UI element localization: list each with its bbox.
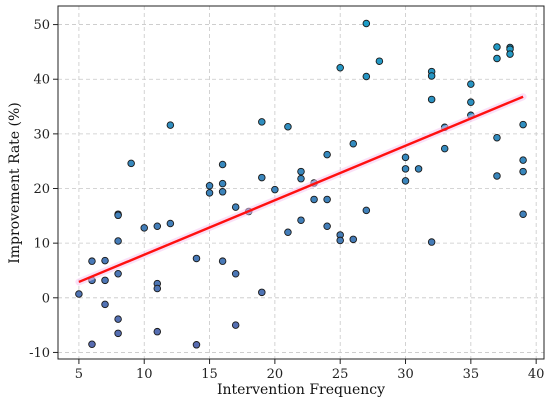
x-tick-label: 25 (332, 367, 349, 382)
x-axis: 5 10 15 20 25 30 35 40 (75, 359, 545, 382)
data-point (88, 340, 96, 348)
y-tick-label: 20 (33, 182, 50, 197)
data-point (519, 210, 527, 218)
data-point (218, 160, 227, 169)
data-point (205, 182, 214, 190)
x-tick-label: 40 (528, 367, 545, 382)
data-point (101, 256, 109, 265)
data-point (114, 329, 122, 338)
y-tick-label: 0 (42, 291, 50, 306)
data-point (493, 54, 501, 63)
data-points (75, 19, 527, 349)
data-point (349, 139, 358, 148)
data-point (114, 270, 122, 278)
y-tick-label: -10 (29, 346, 50, 361)
data-point (231, 203, 240, 211)
data-point (493, 43, 501, 51)
data-point (127, 159, 135, 168)
x-tick-label: 30 (397, 367, 414, 382)
data-point (493, 133, 501, 142)
data-point (519, 167, 527, 176)
y-axis: -10 0 10 20 30 40 50 (29, 18, 58, 361)
data-point (218, 188, 227, 196)
data-point (323, 150, 331, 159)
y-tick-label: 30 (33, 127, 50, 142)
data-point (375, 57, 384, 65)
data-point (427, 72, 436, 80)
data-point (153, 327, 162, 336)
data-point (310, 195, 318, 204)
data-point (166, 121, 175, 129)
data-point (506, 50, 514, 58)
y-tick-label: 50 (33, 18, 50, 33)
data-point (519, 156, 527, 164)
x-tick-label: 35 (463, 367, 480, 382)
data-point (140, 224, 148, 232)
data-point (101, 276, 109, 285)
data-point (401, 177, 410, 185)
data-point (153, 222, 162, 230)
data-point (258, 118, 266, 126)
data-point (336, 236, 344, 245)
data-point (493, 172, 501, 180)
data-point (271, 185, 279, 194)
x-tick-label: 5 (75, 367, 83, 382)
data-point (323, 195, 331, 204)
data-point (323, 222, 331, 230)
data-point (258, 173, 266, 182)
data-point (401, 165, 410, 173)
y-axis-label: Improvement Rate (%) (7, 102, 23, 264)
data-point (114, 237, 122, 245)
data-point (101, 300, 109, 309)
data-point (114, 211, 122, 220)
data-point (440, 144, 449, 153)
data-point (297, 174, 305, 183)
data-point (427, 238, 436, 246)
data-point (114, 315, 122, 323)
y-tick-label: 40 (33, 73, 50, 88)
x-tick-label: 20 (267, 367, 284, 382)
data-point (205, 189, 214, 197)
data-point (153, 284, 162, 293)
data-point (88, 257, 96, 265)
data-point (362, 72, 371, 81)
data-point (166, 219, 175, 228)
grid-lines (58, 6, 544, 359)
x-tick-label: 15 (201, 367, 218, 382)
data-point (75, 290, 83, 298)
data-point (297, 216, 305, 224)
data-point (218, 257, 227, 265)
data-point (231, 321, 240, 329)
trend-line (78, 95, 524, 284)
trend-line-group (75, 93, 527, 286)
data-point (362, 19, 371, 28)
data-point (231, 270, 240, 278)
x-tick-label: 10 (136, 367, 153, 382)
data-point (297, 167, 305, 176)
data-point (467, 98, 475, 106)
plot-frame (57, 5, 545, 360)
data-point (427, 95, 436, 104)
data-point (336, 63, 344, 72)
data-point (192, 341, 201, 349)
data-point (258, 288, 266, 297)
data-point (284, 123, 292, 131)
data-point (218, 179, 227, 188)
y-tick-label: 10 (33, 237, 50, 252)
data-point (401, 153, 410, 162)
data-point (362, 206, 371, 215)
data-point (349, 235, 358, 244)
x-axis-label: Intervention Frequency (217, 382, 385, 398)
data-point (192, 254, 201, 263)
data-point (414, 165, 423, 173)
data-point (467, 80, 475, 88)
data-point (519, 120, 527, 129)
data-point (284, 228, 292, 236)
